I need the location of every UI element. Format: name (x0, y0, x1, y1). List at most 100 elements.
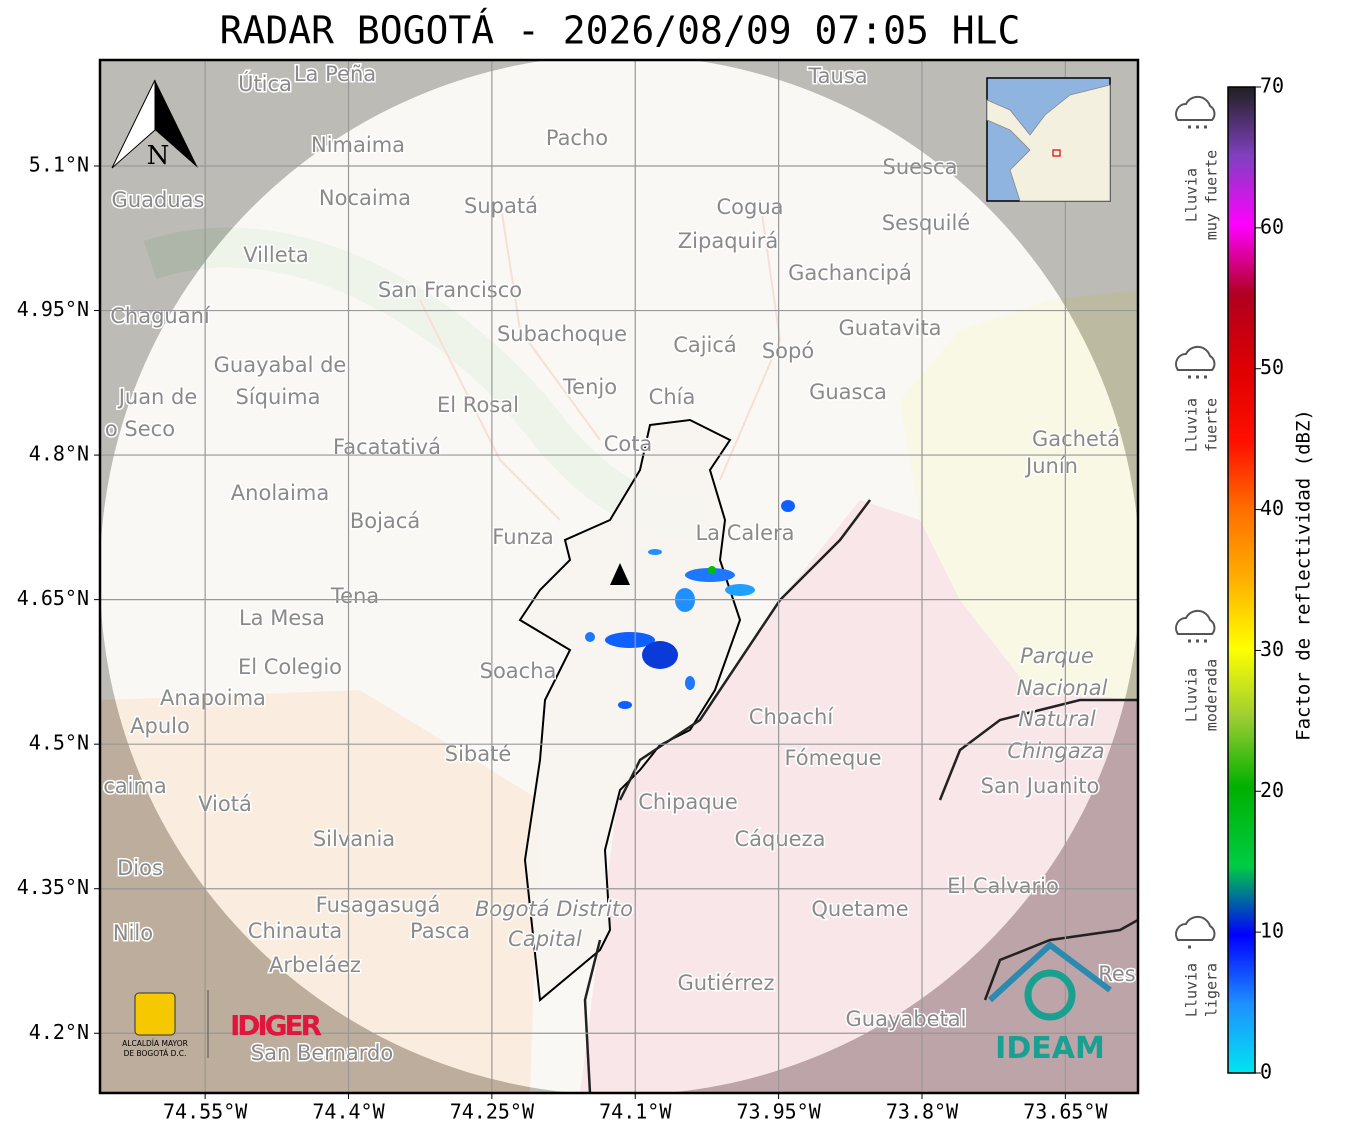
place-label: Guayabetal (846, 1007, 967, 1031)
place-label: Nocaima (319, 186, 411, 210)
place-label: Quetame (811, 897, 908, 921)
place-label: Zipaquirá (678, 229, 778, 253)
place-label: Gutiérrez (678, 971, 775, 995)
colorbar-label: Factor de reflectividad (dBZ) (1293, 409, 1315, 741)
alcaldia-line: ALCALDÍA MAYOR (122, 1039, 188, 1048)
rain-icon (1175, 95, 1216, 121)
place-label: Chía (649, 385, 696, 409)
rain-category: ligera (1203, 963, 1221, 1017)
rain-category: fuerte (1203, 398, 1221, 452)
place-label: Cáqueza (735, 827, 826, 851)
place-label: San Francisco (378, 278, 522, 302)
x-tick-label: 74.1°W (599, 1100, 672, 1124)
logos: ALCALDÍA MAYOR DE BOGOTÁ D.C. IDIGER IDE… (122, 941, 1112, 1066)
place-label: Tena (330, 584, 379, 608)
place-label: La Calera (695, 521, 794, 545)
colorbar-tick-label: 60 (1260, 214, 1284, 238)
place-label: Nilo (113, 921, 153, 945)
rain-category: Lluvia (1183, 168, 1201, 222)
rain-category: moderada (1203, 659, 1221, 731)
place-label: Sopó (762, 339, 814, 363)
place-label: La Mesa (239, 606, 325, 630)
rain-category: Lluvia (1183, 668, 1201, 722)
y-tick-label: 4.8°N (29, 442, 89, 466)
place-label: Nacional (1017, 676, 1108, 700)
colorbar-tick-label: 50 (1260, 355, 1284, 379)
place-label: Fómeque (784, 746, 881, 770)
place-label: Funza (492, 525, 553, 549)
idiger-logo: IDIGER (230, 1009, 322, 1042)
alcaldia-line: DE BOGOTÁ D.C. (124, 1049, 187, 1058)
place-label: El Rosal (437, 393, 519, 417)
place-label: Anapoima (160, 686, 266, 710)
colorbar (1227, 86, 1256, 1074)
y-tick-label: 4.2°N (29, 1020, 89, 1044)
north-label: N (147, 141, 170, 171)
place-label: Cota (604, 432, 653, 456)
place-label: Chingaza (1007, 739, 1104, 763)
place-label: Chipaque (638, 790, 738, 814)
colorbar-tick-label: 0 (1260, 1060, 1272, 1084)
place-label: Junín (1024, 454, 1078, 478)
place-label: o Seco (105, 417, 175, 441)
place-label: El Colegio (238, 655, 342, 679)
place-label: Capital (508, 927, 582, 951)
grid (100, 60, 1138, 1093)
map-frame (98, 58, 1140, 1095)
place-label: Sibaté (445, 742, 512, 766)
inset-map (986, 77, 1111, 202)
place-label: Gachancipá (788, 261, 912, 285)
place-label: Arbeláez (269, 953, 361, 977)
radar-echoes (585, 500, 795, 709)
place-label: Guayabal de (214, 353, 347, 377)
place-label: Tausa (807, 64, 867, 88)
x-tick-label: 73.95°W (736, 1100, 821, 1124)
place-label: Chinauta (248, 919, 342, 943)
place-label: Anolaima (231, 481, 329, 505)
place-label: Dios (117, 856, 163, 880)
place-label: San Bernardo (251, 1041, 393, 1065)
x-tick-label: 73.65°W (1023, 1100, 1108, 1124)
rain-category: Lluvia (1183, 963, 1201, 1017)
place-label: Suesca (883, 155, 958, 179)
place-label: Guaduas (112, 188, 205, 212)
place-label: Villeta (243, 243, 308, 267)
colorbar-tick-label: 20 (1260, 778, 1284, 802)
place-label: Silvania (313, 827, 395, 851)
x-tick-label: 73.8°W (886, 1100, 959, 1124)
place-label: Apulo (130, 714, 190, 738)
place-label: Parque (1020, 644, 1094, 668)
place-label: Pacho (546, 126, 608, 150)
colorbar-tick-label: 70 (1260, 74, 1284, 98)
place-label: Guasca (809, 380, 887, 404)
place-label: Pasca (410, 919, 470, 943)
map: Útica La Peña Tausa Pacho Nimaima Guaduas Noca… (100, 60, 1138, 1093)
colorbar-tick-label: 40 (1260, 496, 1284, 520)
place-label: Natural (1018, 707, 1096, 731)
rain-icon (1175, 345, 1216, 371)
place-label: San Juanito (981, 774, 1100, 798)
place-label: El Calvario (947, 874, 1059, 898)
y-tick-label: 4.65°N (17, 586, 89, 610)
place-label: Sesquilé (882, 211, 970, 235)
colorbar-tick-label: 10 (1260, 919, 1284, 943)
x-tick-label: 74.4°W (312, 1100, 385, 1124)
rain-category: muy fuerte (1203, 150, 1221, 240)
place-label: Bojacá (350, 509, 420, 533)
x-tick-label: 74.25°W (450, 1100, 535, 1124)
place-label: Nimaima (311, 133, 405, 157)
y-tick-label: 4.35°N (17, 875, 89, 899)
rain-icon (1175, 915, 1216, 941)
north-arrow: N (111, 79, 198, 171)
place-label: Viotá (198, 792, 252, 816)
ideam-logo: IDEAM (995, 1031, 1105, 1066)
y-tick-label: 5.1°N (29, 152, 89, 176)
y-tick-label: 4.5°N (29, 731, 89, 755)
place-label: Síquima (236, 385, 321, 409)
colorbar-tick-label: 30 (1260, 637, 1284, 661)
place-label: Soacha (480, 659, 557, 683)
place-label: Fusagasugá (316, 893, 441, 917)
place-label: Guatavita (839, 316, 942, 340)
place-label: Choachí (749, 705, 835, 729)
rain-icon (1175, 609, 1216, 635)
